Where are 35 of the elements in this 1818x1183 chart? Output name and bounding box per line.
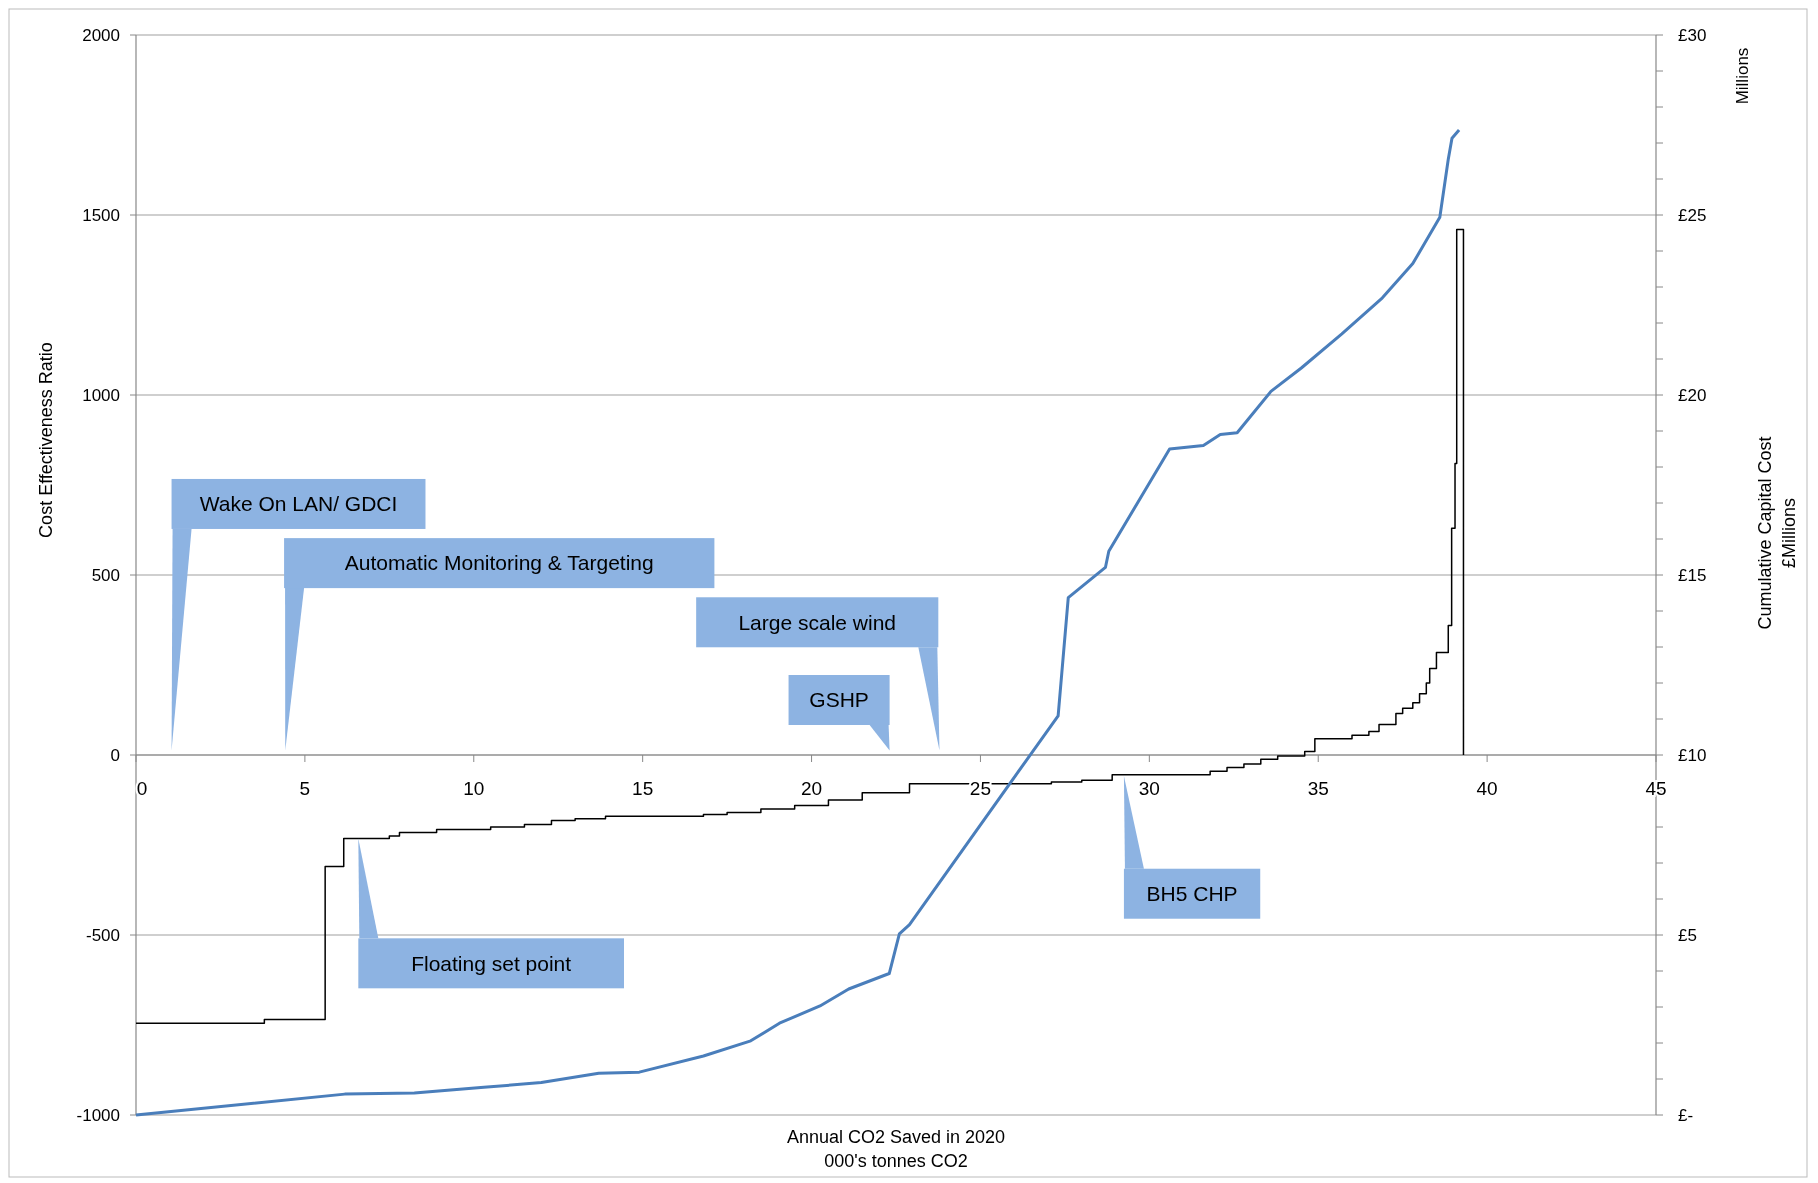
x-tick-label: 10 — [463, 778, 485, 799]
y-tick-label: 1000 — [82, 385, 120, 405]
y2-tick-label: £15 — [1678, 565, 1707, 585]
y-tick-label: 0 — [110, 745, 120, 765]
x-tick-label: 35 — [1307, 778, 1329, 799]
y2-tick-label: £30 — [1678, 25, 1707, 45]
x-tick-label: 5 — [299, 778, 311, 799]
y-tick-label: 2000 — [82, 25, 120, 45]
y2-tick-label: £5 — [1678, 925, 1697, 945]
annotation: Large scale wind — [738, 610, 897, 634]
y-tick-label: 500 — [91, 565, 120, 585]
y2-tick-label: £25 — [1678, 205, 1707, 225]
y-tick-label: -1000 — [76, 1105, 120, 1125]
y-tick-label: 1500 — [82, 205, 120, 225]
annotation: BH5 CHP — [1146, 882, 1238, 906]
x-tick-label: 30 — [1138, 778, 1160, 799]
y2-axis-title: Cumulative Capital Cost £Millions — [1755, 436, 1799, 630]
x-tick-label: 25 — [969, 778, 992, 799]
y2-tick-label: £20 — [1678, 385, 1707, 405]
y-axis-title: Cost Effectiveness Ratio — [36, 342, 56, 538]
x-tick-label: 0 — [136, 778, 148, 799]
line-series — [134, 128, 1461, 1117]
x-tick-label: 20 — [800, 778, 823, 799]
annotation: Automatic Monitoring & Targeting — [344, 551, 654, 575]
x-axis-title: Annual CO2 Saved in 2020 000's tonnes CO2 — [786, 1127, 1006, 1171]
x-tick-label: 40 — [1476, 778, 1498, 799]
y2-tick-label: £10 — [1678, 745, 1707, 765]
text: Millions — [1733, 47, 1752, 105]
annotation: GSHP — [809, 688, 869, 712]
annotation: Floating set point — [411, 951, 572, 975]
annotation: Wake On LAN/ GDCI — [199, 492, 398, 516]
y2-tick-label: £- — [1678, 1105, 1694, 1125]
x-tick-label: 45 — [1645, 778, 1667, 799]
y-tick-label: -500 — [85, 925, 120, 945]
x-tick-label: 15 — [632, 778, 654, 799]
